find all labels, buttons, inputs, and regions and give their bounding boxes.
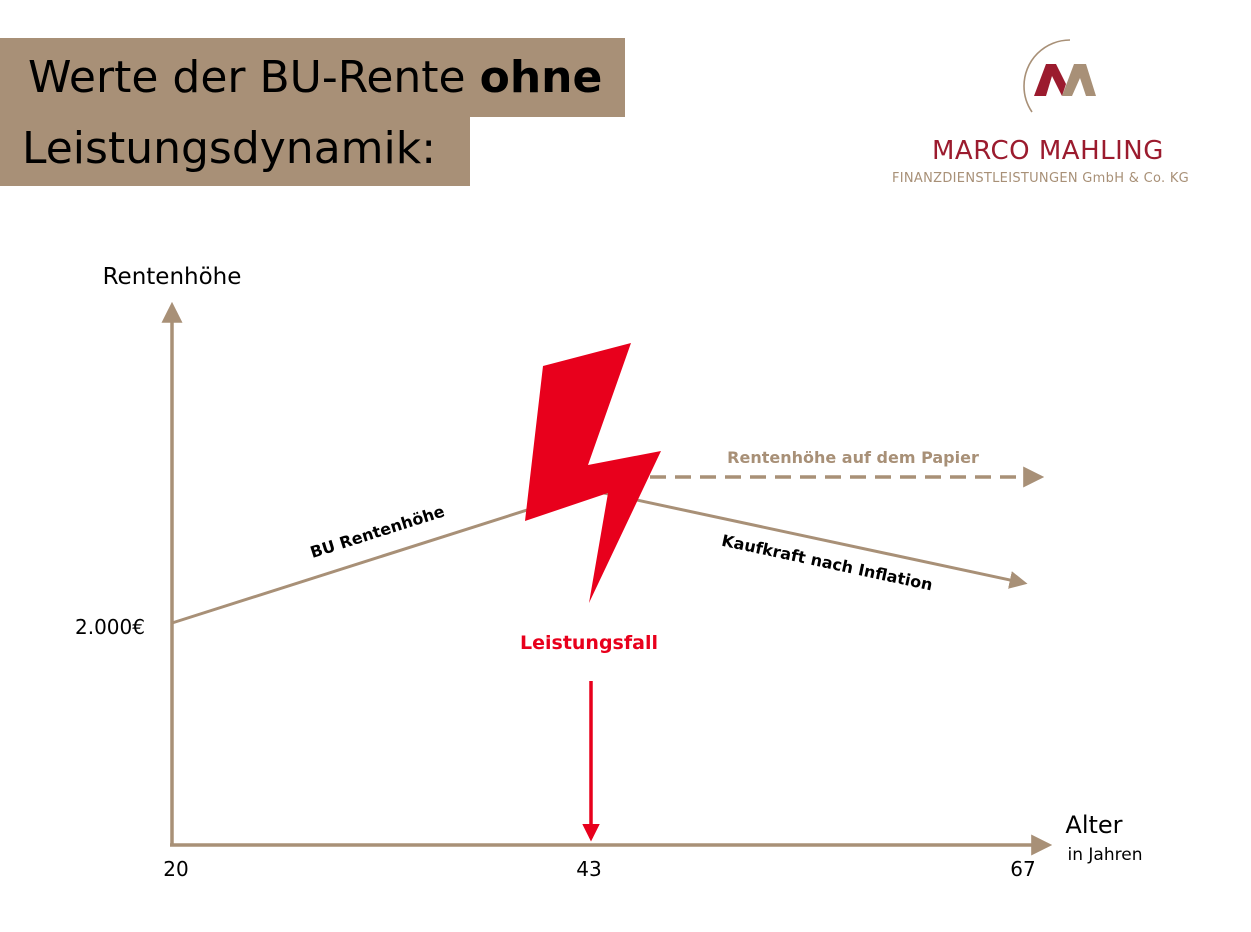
growth-line-label: BU Rentenhöhe (308, 502, 447, 562)
page-title-line-2: Leistungsdynamik: (22, 123, 437, 174)
logo-company-name: MARCO MAHLING (932, 136, 1164, 166)
paper-value-label: Rentenhöhe auf dem Papier (727, 448, 979, 467)
start-value-label: 2.000€ (75, 615, 145, 639)
company-logo: MARCO MAHLING FINANZDIENSTLEISTUNGEN Gmb… (880, 38, 1240, 198)
logo-mark-icon (1023, 39, 1096, 113)
x-tick-label: 20 (163, 857, 188, 881)
y-axis-label: Rentenhöhe (103, 264, 242, 290)
title-prefix: Werte der BU-Rente (28, 52, 480, 103)
growth-line (171, 488, 591, 625)
x-tick-label: 67 (1010, 857, 1035, 881)
logo-company-subtitle: FINANZDIENSTLEISTUNGEN GmbH & Co. KG (892, 171, 1190, 186)
page-title-line-1: Werte der BU-Rente ohne (28, 56, 602, 100)
x-axis-unit: in Jahren (1068, 845, 1143, 865)
lightning-bolt-icon (525, 343, 661, 603)
title-banner-line-2: Leistungsdynamik: (0, 117, 470, 186)
title-banner-line-1: Werte der BU-Rente ohne (0, 38, 625, 117)
x-tick-label: 43 (576, 857, 601, 881)
x-axis-label: Alter (1065, 811, 1122, 839)
purchasing-power-line (589, 488, 1028, 589)
event-label: Leistungsfall (520, 632, 658, 654)
title-emphasis: ohne (479, 52, 603, 103)
